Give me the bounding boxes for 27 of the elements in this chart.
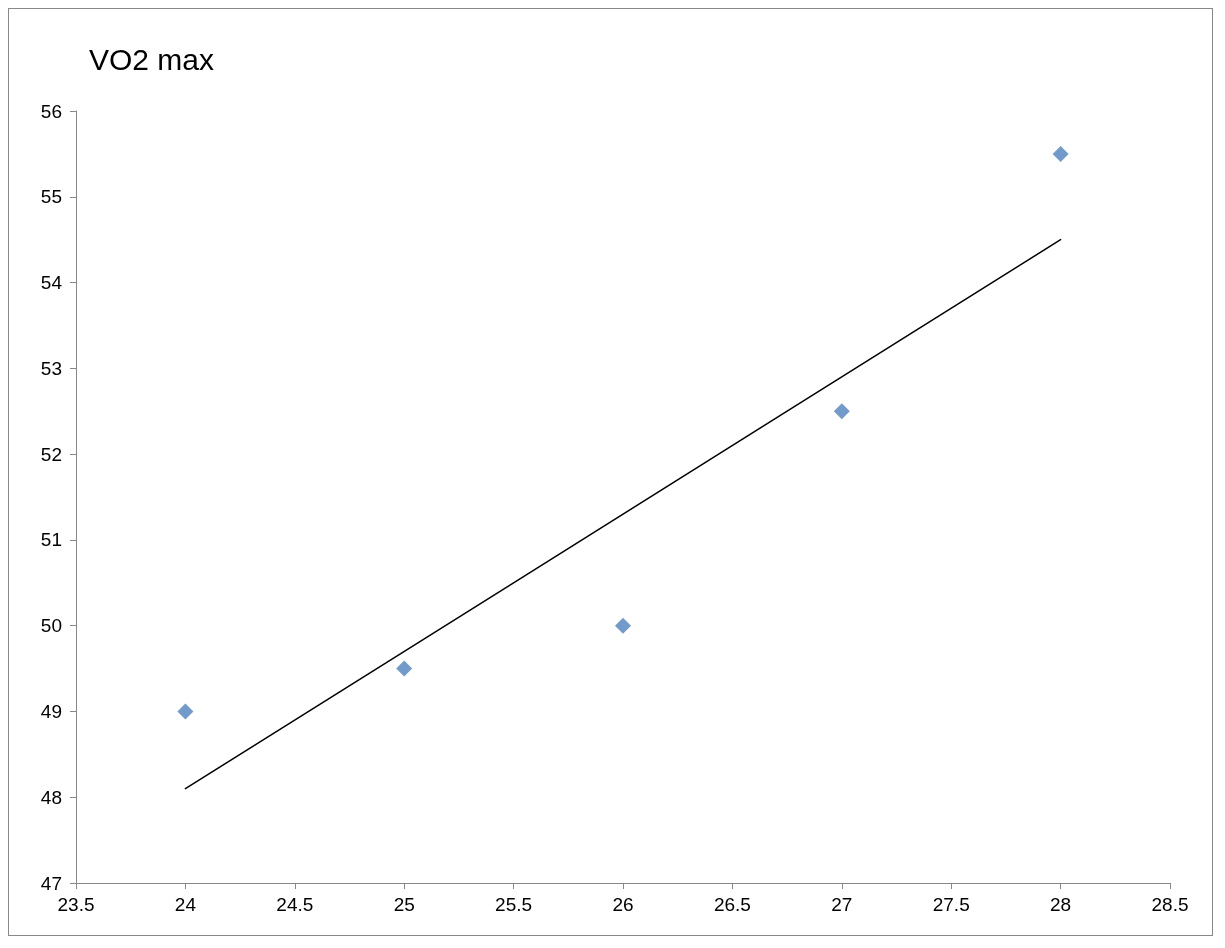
x-tick-label: 26.5	[713, 894, 751, 915]
y-tick-label: 48	[40, 786, 62, 808]
y-tick-label: 56	[40, 100, 62, 122]
y-tick-label: 52	[40, 443, 62, 465]
y-tick-label: 53	[40, 357, 62, 379]
x-tick-label: 27.5	[932, 894, 970, 915]
y-tick-label: 55	[40, 186, 62, 208]
chart-title: VO2 max	[89, 42, 215, 76]
x-tick-label: 24.5	[276, 894, 314, 915]
y-tick-label: 50	[40, 615, 62, 637]
point	[396, 660, 413, 677]
x-tick-label: 23.5	[57, 894, 95, 915]
y-tick-label: 49	[40, 700, 62, 722]
point	[1052, 145, 1069, 162]
y-tick-label: 47	[40, 872, 62, 894]
x-tick-label: 28	[1050, 894, 1072, 915]
point	[177, 703, 194, 720]
x-tick-label: 24	[174, 894, 197, 915]
x-tick-label: 25	[393, 894, 415, 915]
y-tick-label: 54	[40, 272, 63, 294]
point	[833, 403, 850, 420]
x-tick-label: 25.5	[495, 894, 533, 915]
point	[615, 617, 631, 634]
y-tick-label: 51	[40, 529, 62, 551]
x-tick-label: 27	[831, 894, 853, 915]
x-tick-label: 26	[612, 894, 634, 915]
x-tick-label: 28.5	[1151, 894, 1189, 915]
